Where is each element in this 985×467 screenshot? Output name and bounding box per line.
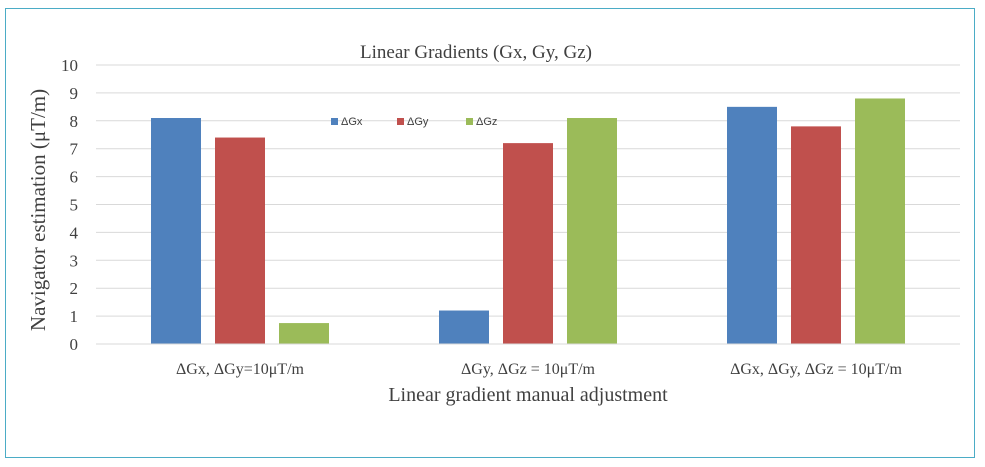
x-axis-ticks: ΔGx, ΔGy=10μT/m ΔGy, ΔGz = 10μT/m ΔGx, ΔGy… bbox=[176, 361, 902, 378]
legend-swatch-0 bbox=[331, 118, 338, 125]
y-tick-label: 2 bbox=[70, 279, 79, 298]
y-tick-label: 4 bbox=[70, 223, 79, 242]
y-tick-label: 9 bbox=[70, 84, 79, 103]
y-tick-label: 8 bbox=[70, 112, 79, 131]
bar-1-2 bbox=[567, 118, 617, 344]
legend-swatch-1 bbox=[397, 118, 404, 125]
y-tick-label: 5 bbox=[70, 196, 79, 215]
bar-0-1 bbox=[215, 137, 265, 344]
legend-swatch-2 bbox=[466, 118, 473, 125]
x-tick-label: ΔGx, ΔGy=10μT/m bbox=[176, 361, 305, 378]
legend-label-0: ΔGx bbox=[341, 116, 363, 128]
bar-2-2 bbox=[855, 98, 905, 344]
x-tick-label: ΔGx, ΔGy, ΔGz = 10μT/m bbox=[730, 361, 902, 378]
bar-0-0 bbox=[151, 118, 201, 344]
legend-label-1: ΔGy bbox=[407, 116, 429, 128]
bars bbox=[96, 98, 960, 345]
x-tick-label: ΔGy, ΔGz = 10μT/m bbox=[461, 361, 596, 378]
chart-title: Linear Gradients (Gx, Gy, Gz) bbox=[360, 42, 592, 63]
y-tick-label: 0 bbox=[70, 335, 79, 354]
y-tick-label: 6 bbox=[70, 168, 79, 187]
bar-2-1 bbox=[791, 126, 841, 344]
y-axis-label: Navigator estimation (μT/m) bbox=[26, 89, 50, 331]
legend: ΔGx ΔGy ΔGz bbox=[331, 116, 497, 128]
y-axis-ticks: 0 1 2 3 4 5 6 7 8 9 10 bbox=[61, 56, 79, 354]
y-tick-label: 3 bbox=[70, 251, 79, 270]
legend-label-2: ΔGz bbox=[476, 116, 497, 128]
y-tick-label: 1 bbox=[70, 307, 79, 326]
bar-0-2 bbox=[279, 323, 329, 344]
y-tick-label: 7 bbox=[70, 140, 79, 159]
bar-2-0 bbox=[727, 106, 777, 344]
y-tick-label: 10 bbox=[61, 56, 78, 75]
bar-1-0 bbox=[439, 310, 489, 344]
bar-1-1 bbox=[503, 143, 553, 344]
x-axis-label: Linear gradient manual adjustment bbox=[388, 384, 668, 406]
